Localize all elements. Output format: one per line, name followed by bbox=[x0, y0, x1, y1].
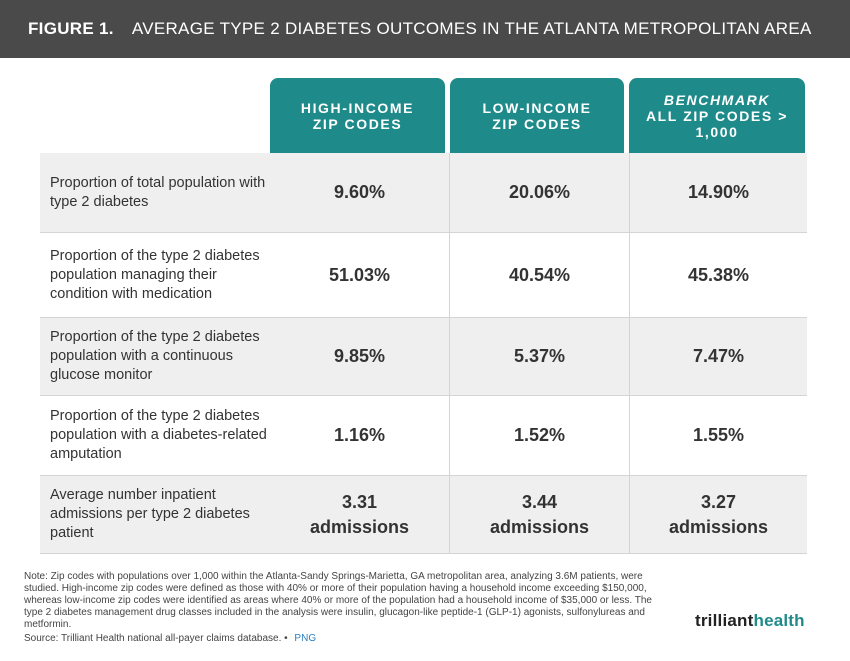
column-header-line: ALL ZIP CODES > bbox=[645, 107, 789, 124]
value-number: 3.44 bbox=[521, 491, 558, 512]
value-cell: 45.38% bbox=[629, 233, 807, 317]
row-label: Proportion of the type 2 diabetes popula… bbox=[50, 329, 260, 383]
table-row: Proportion of the type 2 diabetes popula… bbox=[40, 233, 807, 318]
value-cell: 1.52% bbox=[449, 396, 629, 475]
logo-text-part: trilliant bbox=[695, 611, 754, 630]
trilliant-health-logo: trillianthealth bbox=[695, 611, 805, 631]
column-header-line: ZIP CODES bbox=[492, 115, 582, 132]
table-row: Proportion of the type 2 diabetes popula… bbox=[40, 396, 807, 476]
value-number: 3.31 bbox=[341, 491, 378, 512]
value-cell: 14.90% bbox=[629, 153, 807, 232]
logo-text-part: health bbox=[753, 611, 805, 630]
table-row: Proportion of total population with type… bbox=[40, 153, 807, 233]
value-cell: 9.60% bbox=[333, 182, 386, 202]
figure-title-bar: FIGURE 1. AVERAGE TYPE 2 DIABETES OUTCOM… bbox=[0, 0, 850, 58]
value-cell: 20.06% bbox=[449, 153, 629, 232]
value-cell: 40.54% bbox=[449, 233, 629, 317]
column-header-benchmark: BENCHMARK ALL ZIP CODES > 1,000 bbox=[629, 78, 805, 153]
value-cell: 1.16% bbox=[333, 425, 386, 445]
row-label: Average number inpatient admissions per … bbox=[50, 487, 250, 541]
value-unit: admissions bbox=[309, 516, 410, 537]
column-header-line: HIGH-INCOME bbox=[300, 99, 415, 116]
row-label: Proportion of the type 2 diabetes popula… bbox=[50, 408, 267, 462]
value-cell: 51.03% bbox=[328, 264, 391, 285]
figure-label: FIGURE 1. bbox=[28, 19, 114, 38]
table-row: Proportion of the type 2 diabetes popula… bbox=[40, 318, 807, 396]
column-header-line: LOW-INCOME bbox=[482, 99, 592, 116]
row-label: Proportion of the type 2 diabetes popula… bbox=[50, 247, 260, 302]
figure-title: AVERAGE TYPE 2 DIABETES OUTCOMES IN THE … bbox=[131, 19, 812, 38]
value-cell: 7.47% bbox=[629, 318, 807, 395]
source-line: Source: Trilliant Health national all-pa… bbox=[24, 633, 316, 644]
column-header-line: BENCHMARK bbox=[663, 91, 771, 108]
source-text: Source: Trilliant Health national all-pa… bbox=[24, 633, 288, 644]
column-header-line: ZIP CODES bbox=[312, 115, 403, 132]
column-header-line: 1,000 bbox=[695, 123, 739, 140]
column-header-high-income: HIGH-INCOME ZIP CODES bbox=[270, 78, 445, 153]
value-cell: 9.85% bbox=[333, 346, 386, 366]
value-cell: 1.55% bbox=[629, 396, 807, 475]
value-cell: 3.44 admissions bbox=[449, 476, 629, 553]
value-unit: admissions bbox=[489, 516, 590, 537]
value-cell: 3.31 admissions bbox=[270, 476, 449, 553]
value-cell: 3.27 admissions bbox=[629, 476, 807, 553]
row-label: Proportion of total population with type… bbox=[50, 174, 266, 210]
column-header-low-income: LOW-INCOME ZIP CODES bbox=[450, 78, 624, 153]
table-row: Average number inpatient admissions per … bbox=[40, 476, 807, 554]
value-number: 3.27 bbox=[700, 491, 737, 512]
value-cell: 5.37% bbox=[449, 318, 629, 395]
footnote: Note: Zip codes with populations over 1,… bbox=[24, 571, 652, 630]
png-download-link[interactable]: PNG bbox=[294, 633, 317, 644]
outcomes-table: Proportion of total population with type… bbox=[40, 153, 807, 554]
value-unit: admissions bbox=[668, 516, 769, 537]
